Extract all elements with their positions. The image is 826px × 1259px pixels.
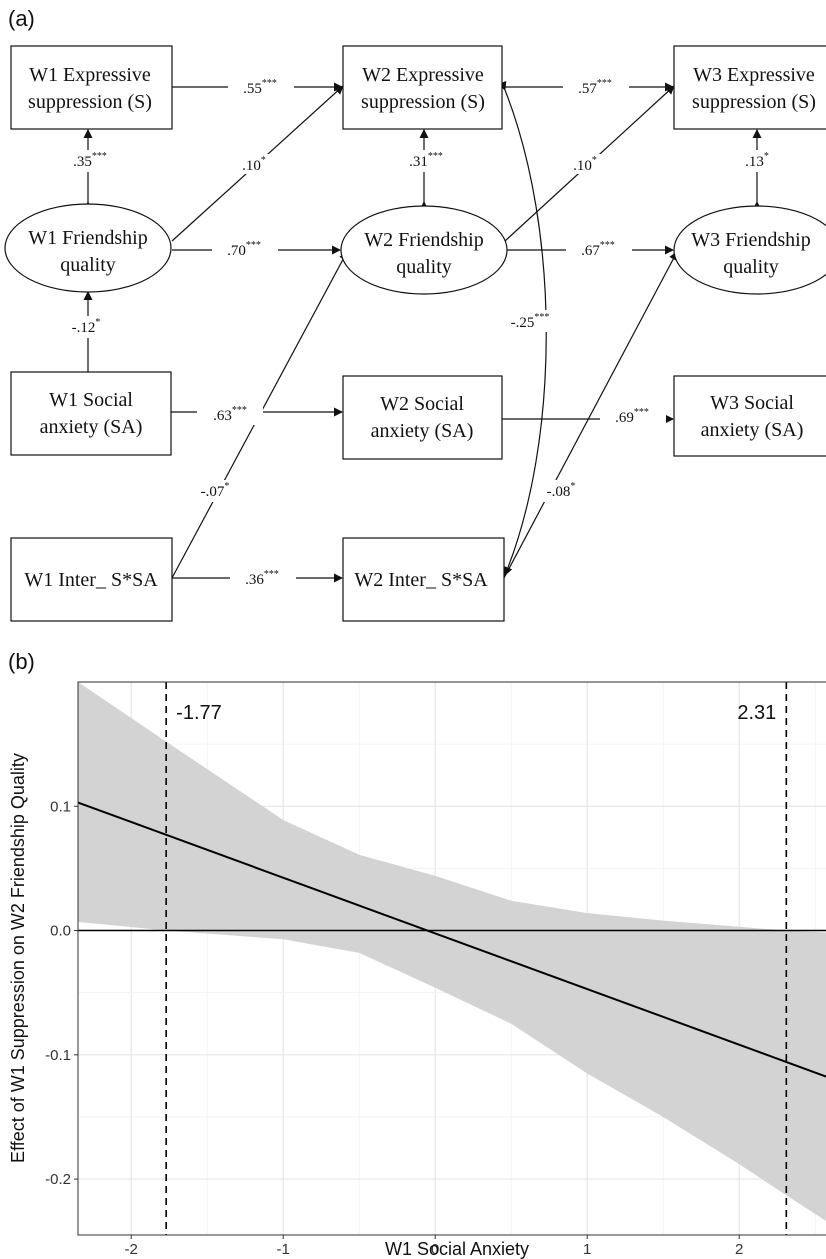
node-w1-fq-line1: W1 Friendship	[28, 227, 147, 249]
coef-cov-fq1-sa1: -.12*	[62, 316, 112, 338]
panel-b-label: (b)	[8, 649, 35, 674]
coef-cov-es3-fq3: .13*	[736, 150, 778, 172]
x-tick-label: -1	[277, 1241, 290, 1258]
node-w2-fq-line1: W2 Friendship	[364, 229, 483, 251]
svg-text:.69***: .69***	[615, 407, 649, 426]
coef-int2-fq3: -.08*	[538, 480, 588, 502]
node-w2-fq-ellipse	[340, 205, 508, 295]
node-w2-int-box	[342, 537, 505, 622]
vertical-line-label-0: -1.77	[176, 702, 222, 724]
coef-fq1-es2: .10*	[237, 154, 275, 174]
vertical-line-labels: -1.77 2.31	[176, 702, 776, 724]
coef-cov-es2-int2: -.25***	[502, 310, 560, 332]
node-w2-es-box	[342, 45, 503, 130]
cov-es2-int2	[497, 80, 547, 576]
coef-int12: .36***	[230, 568, 296, 588]
coef-cov-es1-fq1: .35***	[62, 150, 118, 172]
node-w3-sa-box	[673, 375, 826, 457]
svg-text:.63***: .63***	[213, 405, 247, 424]
node-w2-es-line1: W2 Expressive	[362, 64, 484, 86]
node-w3-es-box	[673, 45, 826, 130]
node-w1-es-box	[10, 45, 173, 130]
node-w3-fq-ellipse	[673, 205, 826, 295]
svg-text:-.07*: -.07*	[201, 481, 230, 500]
coef-es23: .57***	[563, 77, 629, 97]
coef-sa12: .63***	[197, 405, 263, 425]
coef-int1-fq2: -.07*	[192, 480, 242, 502]
node-w3-fq-line1: W3 Friendship	[691, 229, 810, 251]
node-w2-sa-box	[342, 375, 503, 460]
svg-text:.55***: .55***	[243, 78, 277, 97]
coef-fq12: .70***	[212, 240, 278, 260]
node-w1-es-line2: suppression (S)	[28, 91, 152, 113]
coef-es12: .55***	[228, 77, 294, 97]
node-w1-sa-line2: anxiety (SA)	[40, 416, 143, 438]
svg-text:.67***: .67***	[581, 240, 615, 259]
svg-text:.35***: .35***	[73, 151, 107, 170]
node-w3-es-line2: suppression (S)	[692, 91, 816, 113]
arrow-int2-fq3	[503, 251, 678, 579]
x-axis-ticks: -2 -1 0 1 2	[125, 1235, 743, 1258]
estimate-line	[78, 801, 826, 1078]
coef-fq2-es3: .10*	[568, 154, 606, 174]
svg-text:-.25***: -.25***	[511, 312, 550, 331]
vertical-line-label-1: 2.31	[737, 702, 776, 724]
node-w1-es-line1: W1 Expressive	[29, 64, 151, 86]
panel-b-chart: (b) -1.77 2.31 -2 -1 0 1 2 -0.2 -0.1 0.0 0.1 W1 …	[8, 649, 826, 1259]
svg-text:-.12*: -.12*	[72, 317, 101, 336]
svg-text:.36***: .36***	[245, 569, 279, 588]
y-axis-title: Effect of W1 Suppression on W2 Friendshi…	[8, 753, 28, 1163]
svg-text:.13*: .13*	[745, 151, 769, 170]
x-tick-label: 1	[583, 1241, 591, 1258]
node-labels: W1 Expressive suppression (S) W2 Express…	[24, 64, 816, 591]
node-w1-fq-ellipse	[4, 203, 172, 293]
svg-text:.10*: .10*	[573, 155, 597, 174]
vertical-reference-lines	[165, 682, 788, 1235]
x-tick-label: 2	[735, 1241, 743, 1258]
node-w2-sa-line2: anxiety (SA)	[371, 420, 474, 442]
diagram-nodes	[4, 45, 826, 622]
x-tick-label: 0	[431, 1241, 439, 1258]
node-w1-int-label: W1 Inter_ S*SA	[24, 569, 158, 591]
y-tick-label: 0.0	[50, 923, 71, 940]
coef-cov-es2-fq2: .31***	[398, 150, 454, 172]
coef-fq23: .67***	[566, 240, 632, 260]
node-w3-sa-line2: anxiety (SA)	[701, 419, 804, 441]
node-w3-es-line1: W3 Expressive	[693, 64, 815, 86]
y-tick-label: -0.2	[45, 1171, 71, 1188]
svg-text:.57***: .57***	[578, 78, 612, 97]
confidence-band	[78, 682, 826, 1221]
node-w1-int-box	[10, 537, 173, 622]
node-w1-sa-box	[10, 371, 172, 456]
svg-text:.31***: .31***	[409, 151, 443, 170]
plot-frame	[77, 681, 826, 1236]
node-w3-sa-line1: W3 Social	[710, 392, 794, 414]
node-w2-sa-line1: W2 Social	[380, 393, 464, 415]
y-tick-label: 0.1	[50, 798, 71, 815]
y-tick-label: -0.1	[45, 1047, 71, 1064]
svg-text:-.08*: -.08*	[547, 481, 576, 500]
coef-sa23: .69***	[600, 407, 666, 427]
node-w2-fq-line2: quality	[396, 256, 452, 278]
x-tick-label: -2	[125, 1241, 138, 1258]
node-w3-fq-line2: quality	[723, 256, 779, 278]
y-axis-ticks: -0.2 -0.1 0.0 0.1	[45, 798, 78, 1188]
panel-a-path-diagram: (a)	[4, 6, 826, 622]
coefficient-labels: .55*** .57*** .35*** .31*** .13* .10* .1…	[62, 77, 778, 588]
x-axis-title: W1 Social Anxiety	[385, 1239, 529, 1259]
svg-text:.10*: .10*	[242, 155, 266, 174]
svg-text:.70***: .70***	[227, 240, 261, 259]
node-w1-sa-line1: W1 Social	[49, 389, 133, 411]
node-w1-fq-line2: quality	[60, 254, 116, 276]
node-w2-es-line2: suppression (S)	[361, 91, 485, 113]
panel-a-label: (a)	[8, 6, 35, 31]
node-w2-int-label: W2 Inter_ S*SA	[354, 569, 488, 591]
